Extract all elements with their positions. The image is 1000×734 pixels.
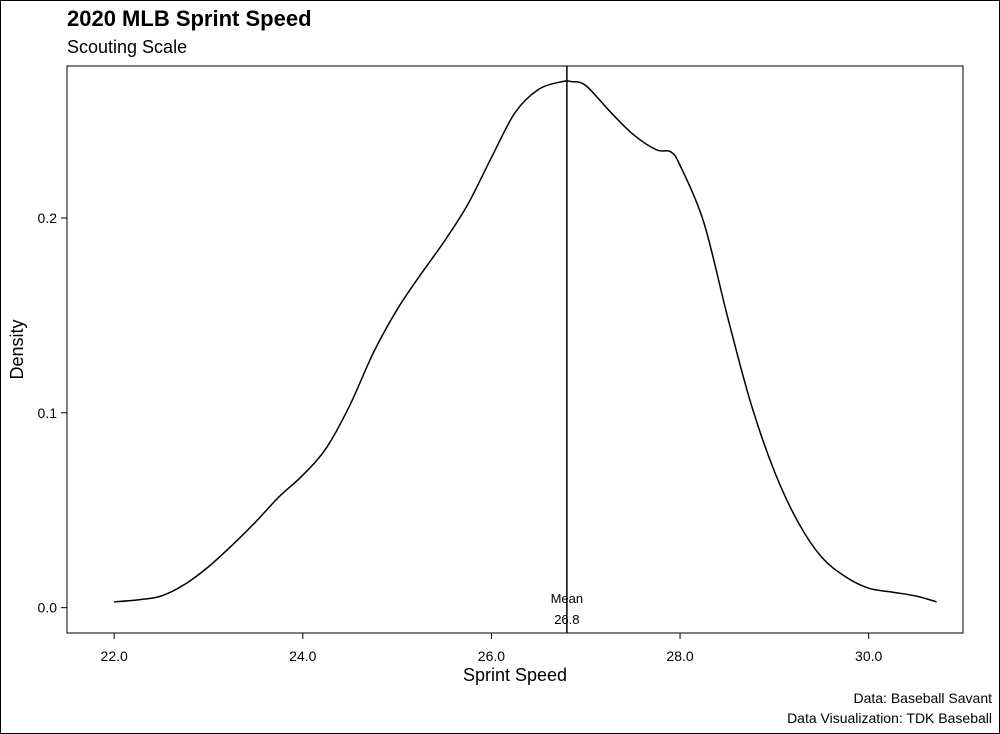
chart-title: 2020 MLB Sprint Speed: [67, 6, 312, 31]
x-tick-label: 30.0: [855, 648, 882, 664]
density-curve: [114, 80, 937, 603]
x-tick-label: 24.0: [289, 648, 316, 664]
y-tick-label: 0.1: [38, 405, 58, 421]
plot-panel-border: [66, 65, 964, 634]
source-caption: Data: Baseball Savant: [853, 690, 992, 706]
x-tick-label: 22.0: [101, 648, 128, 664]
chart-subtitle: Scouting Scale: [67, 37, 188, 57]
y-tick-label: 0.2: [38, 210, 58, 226]
x-axis-title: Sprint Speed: [463, 665, 567, 685]
x-axis: 22.0 24.0 26.0 28.0 30.0: [101, 633, 883, 664]
x-tick-label: 26.0: [478, 648, 505, 664]
mean-value-label: 26.8: [554, 612, 579, 627]
mean-label: Mean: [551, 591, 584, 606]
y-axis: 0.0 0.1 0.2: [38, 210, 67, 616]
x-tick-label: 28.0: [666, 648, 693, 664]
credit-caption: Data Visualization: TDK Baseball: [787, 710, 992, 726]
y-axis-title: Density: [7, 319, 27, 379]
y-tick-label: 0.0: [38, 600, 58, 616]
